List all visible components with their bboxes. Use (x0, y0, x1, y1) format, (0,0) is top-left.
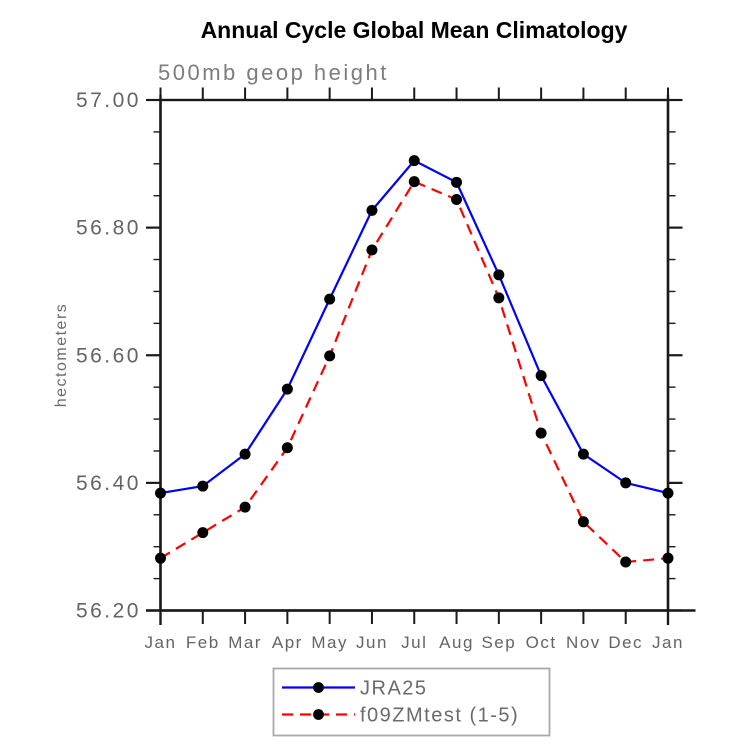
x-tick-label: Apr (272, 633, 303, 652)
x-axis-tick-labels: Jan Feb Mar Apr May Jun Jul Aug Sep Oct Nov Dec Jan (145, 633, 684, 652)
x-tick-label: Dec (608, 633, 643, 652)
series-marker-0 (366, 204, 378, 216)
series-marker-0 (535, 370, 547, 382)
legend-box (272, 667, 551, 737)
x-tick-label: Jan (145, 633, 177, 652)
chart-title: Annual Cycle Global Mean Climatology (201, 17, 628, 43)
x-tick-label: Jul (401, 633, 427, 652)
series-marker-0 (197, 480, 209, 492)
y-tick-label: 56.60 (76, 344, 141, 367)
series-marker-1 (197, 527, 209, 539)
series-line-0 (160, 159, 669, 495)
series-marker-0 (577, 448, 589, 460)
series-marker-0 (281, 383, 293, 395)
legend-label-jra25: JRA25 (360, 678, 428, 700)
x-tick-label: Aug (439, 633, 474, 652)
series-marker-0 (451, 176, 463, 188)
y-axis-tick-labels: 57.00 56.80 56.60 56.40 56.20 (76, 89, 141, 623)
x-tick-label: Feb (186, 633, 220, 652)
x-tick-label: Jun (356, 633, 388, 652)
series-marker-1 (155, 552, 166, 564)
legend-marker-jra25 (313, 682, 324, 693)
series-marker-1 (239, 501, 251, 513)
series-marker-0 (408, 155, 420, 167)
y-tick-label: 56.80 (76, 217, 141, 240)
series-line-1 (159, 180, 669, 564)
series-marker-1 (451, 194, 463, 206)
x-tick-label: May (311, 633, 348, 652)
series-marker-1 (408, 176, 420, 188)
x-tick-label: Nov (566, 633, 601, 652)
y-axis-label: hectometers (53, 303, 70, 408)
series-marker-1 (535, 427, 547, 439)
series-marker-0 (493, 269, 505, 281)
y-tick-label: 56.20 (76, 600, 141, 623)
y-tick-label: 57.00 (76, 89, 141, 112)
series-marker-1 (324, 350, 336, 362)
chart-subtitle: 500mb geop height (158, 60, 389, 85)
y-tick-label: 56.40 (76, 472, 141, 495)
series-marker-0 (620, 477, 632, 489)
x-tick-label: Sep (481, 633, 516, 652)
x-tick-label: Jan (652, 633, 684, 652)
series-marker-1 (281, 442, 293, 454)
plot-frame (146, 95, 696, 625)
data-series (155, 155, 674, 568)
legend: JRA25 f09ZMtest (1-5) (272, 667, 551, 737)
series-marker-1 (493, 292, 505, 304)
legend-label-f09zmtest: f09ZMtest (1-5) (360, 705, 519, 727)
series-marker-0 (662, 487, 674, 499)
series-marker-1 (366, 244, 378, 256)
series-marker-1 (662, 552, 674, 564)
axis-ticks (146, 87, 683, 624)
series-marker-1 (577, 516, 589, 528)
legend-marker-f09zmtest (313, 709, 324, 720)
x-tick-label: Oct (526, 633, 557, 652)
series-marker-0 (324, 293, 336, 305)
series-marker-0 (155, 487, 166, 499)
series-marker-1 (620, 556, 632, 568)
series-marker-0 (239, 448, 251, 460)
x-tick-label: Mar (228, 633, 262, 652)
